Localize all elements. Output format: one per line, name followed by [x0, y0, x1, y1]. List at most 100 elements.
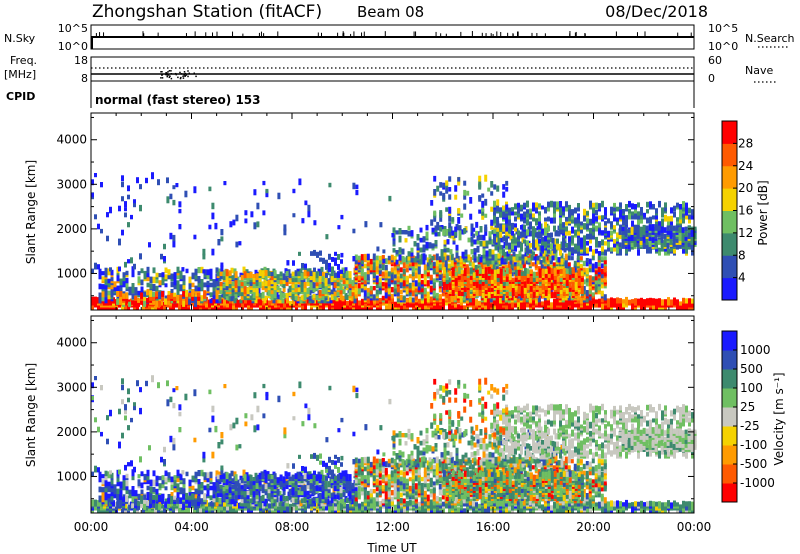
power-cell	[164, 274, 168, 280]
power-cell	[327, 278, 331, 285]
power-cell	[474, 264, 478, 271]
power-cell	[179, 299, 183, 305]
power-cell	[325, 234, 329, 240]
power-cell	[489, 298, 493, 303]
power-cell	[358, 300, 361, 306]
power-cell	[544, 268, 548, 274]
power-cell	[481, 209, 485, 216]
power-cell	[577, 203, 580, 208]
power-cell	[261, 281, 265, 287]
power-cell	[448, 283, 452, 290]
power-cell	[532, 213, 535, 218]
power-cell	[484, 224, 488, 230]
power-cell	[514, 269, 518, 276]
power-cell	[426, 270, 430, 277]
power-cell	[119, 286, 123, 292]
power-cell	[294, 270, 298, 277]
power-cell	[661, 299, 664, 304]
power-cell	[631, 220, 634, 228]
power-cell	[514, 277, 518, 282]
power-cell	[361, 298, 364, 304]
power-cell	[511, 209, 514, 216]
power-cell	[523, 217, 526, 224]
power-cell	[510, 295, 514, 301]
power-cell	[133, 201, 136, 208]
power-cell	[651, 237, 655, 243]
power-cell	[405, 255, 409, 263]
power-cell	[479, 256, 483, 263]
power-cell	[478, 267, 482, 274]
power-cell	[630, 228, 634, 235]
power-cell	[574, 248, 577, 254]
power-cell	[282, 293, 286, 299]
power-cell	[544, 284, 548, 290]
power-cell	[655, 303, 658, 308]
power-cell	[163, 243, 166, 250]
power-cell	[541, 245, 544, 252]
power-cell	[417, 272, 421, 279]
power-cell	[170, 289, 174, 296]
power-cell	[139, 253, 142, 260]
power-cell	[372, 286, 376, 291]
colorbar-segment	[722, 143, 737, 167]
power-cell	[682, 247, 685, 254]
power-cell	[530, 254, 534, 261]
power-cell	[208, 186, 212, 192]
power-cell	[622, 302, 625, 308]
power-cell	[439, 214, 443, 222]
power-cell	[553, 283, 557, 290]
power-cell	[131, 266, 135, 274]
power-cell	[265, 188, 269, 194]
power-cell	[621, 229, 625, 235]
power-cell	[242, 266, 246, 274]
power-cell	[158, 300, 162, 307]
power-cell	[410, 230, 414, 237]
power-cell	[211, 212, 215, 220]
power-cell	[591, 263, 595, 269]
power-cell	[600, 281, 604, 289]
power-cell	[560, 253, 564, 259]
power-cell	[416, 242, 420, 249]
power-cell	[458, 225, 462, 231]
power-cell	[574, 229, 577, 236]
power-cell	[101, 276, 105, 282]
power-cell	[463, 228, 467, 234]
power-cell	[408, 274, 412, 279]
power-cell	[267, 271, 271, 277]
power-cell	[445, 293, 449, 298]
power-cell	[350, 294, 354, 302]
power-cell	[682, 297, 685, 304]
velocity-cell	[349, 502, 352, 507]
power-cell	[393, 288, 397, 295]
velocity-cell	[283, 505, 286, 511]
power-cell	[345, 270, 349, 277]
power-cell	[589, 218, 592, 226]
power-cell	[514, 203, 517, 210]
power-cell	[124, 201, 127, 208]
power-cell	[685, 247, 688, 254]
power-cell	[98, 298, 102, 304]
power-cell	[345, 294, 349, 301]
power-cell	[379, 222, 383, 228]
power-cell	[538, 289, 542, 294]
power-cell	[225, 290, 229, 295]
power-cell	[663, 240, 667, 245]
power-cell	[152, 296, 156, 301]
power-cell	[385, 303, 388, 310]
power-cell	[273, 270, 277, 277]
power-cell	[496, 185, 500, 192]
power-cell	[240, 293, 244, 301]
power-cell	[532, 276, 536, 282]
power-cell	[508, 229, 511, 234]
power-cell	[547, 267, 551, 274]
power-cell	[687, 242, 691, 247]
power-cell	[571, 301, 574, 306]
power-cell	[216, 271, 220, 277]
beam-label: Beam 08	[357, 3, 424, 21]
velocity-cell	[178, 506, 181, 513]
power-cell	[423, 264, 427, 271]
power-cell	[484, 267, 488, 274]
power-cell	[684, 226, 688, 231]
power-cell	[149, 294, 153, 301]
power-cell	[209, 298, 213, 304]
